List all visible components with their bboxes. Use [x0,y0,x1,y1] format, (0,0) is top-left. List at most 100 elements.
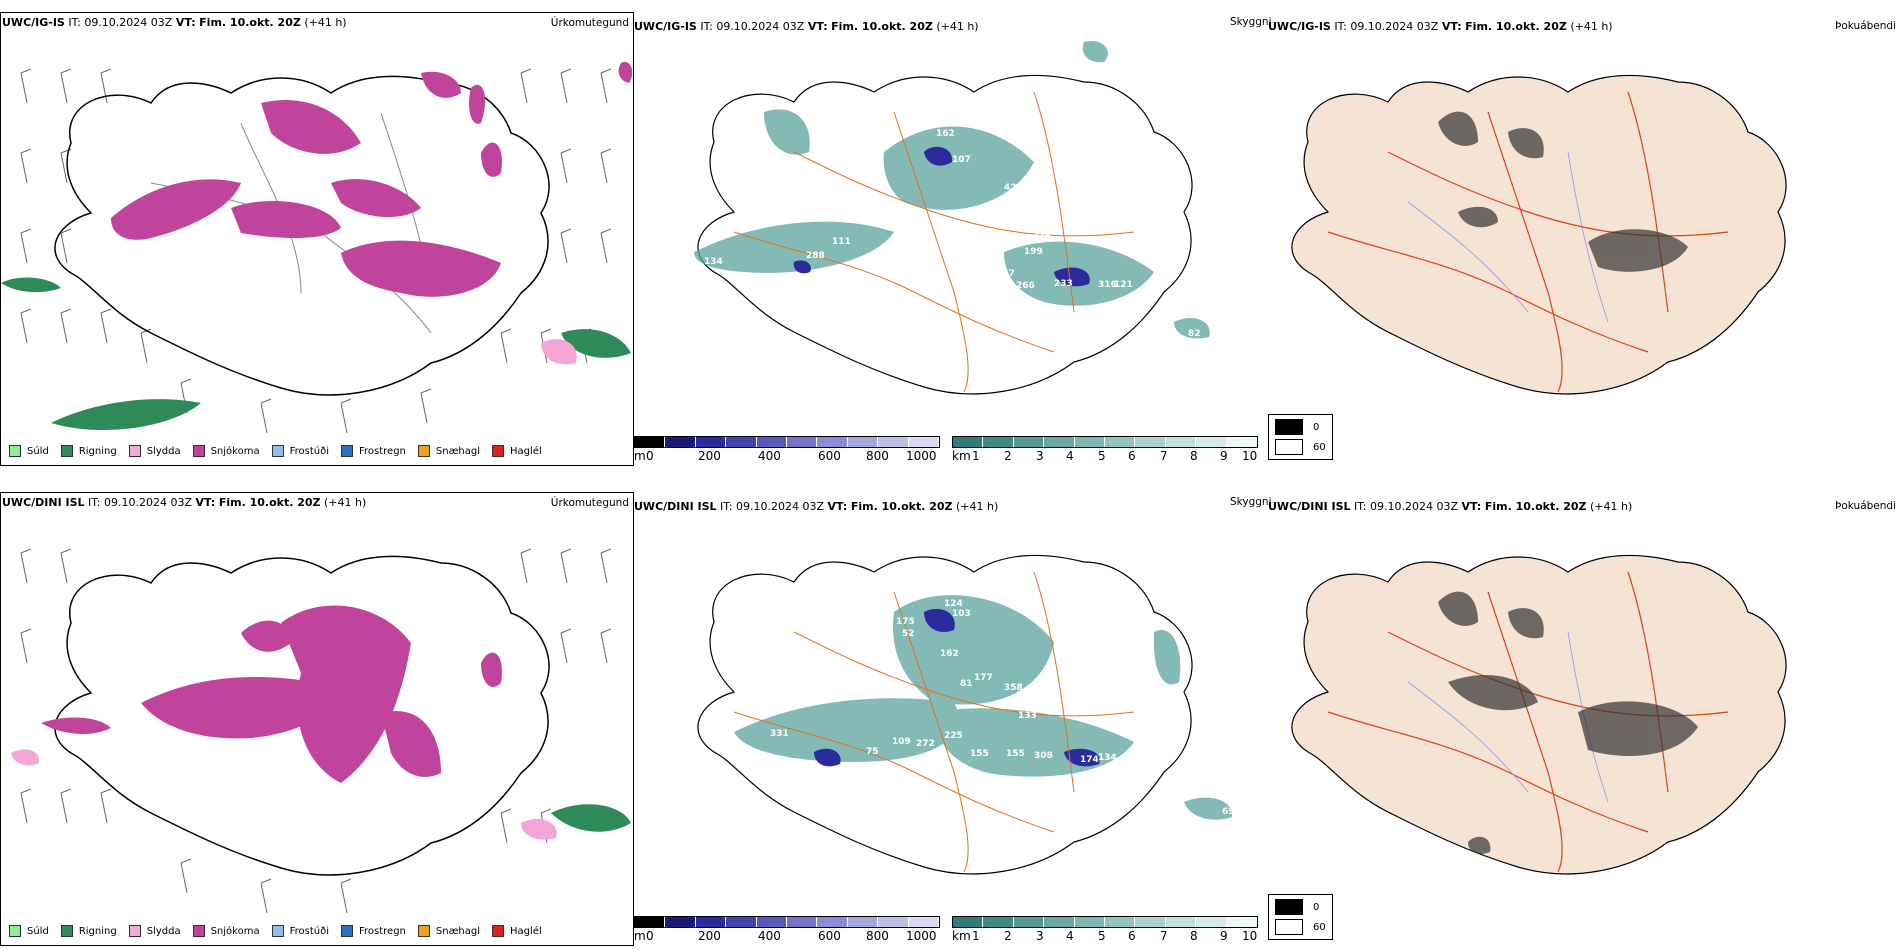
vis-label: 325 [992,203,1011,213]
fog-map-top [1291,74,1787,395]
vis-label: 308 [1034,751,1053,761]
legend-item-haglel: Haglél [492,445,542,457]
vis-label: 403 [1084,595,1103,605]
precip-map-bottom [11,548,631,914]
fog-map-bottom [1291,554,1787,875]
vis-label: 199 [1024,247,1043,257]
vis-label: 125 [900,253,919,263]
vis-label: 358 [1004,683,1023,693]
vis-label: 195 [1050,221,1069,231]
vis-label: 75 [866,747,879,757]
vis-label: 162 [936,129,955,139]
precip-type-label: Úrkomutegund [550,17,629,29]
vis-label: 281 [1122,627,1141,637]
fog-type-label: Þokuábendi [1835,20,1896,32]
precip-panel-bottom: UWC/DINI ISL IT: 09.10.2024 03Z VT: Fim.… [0,492,634,946]
swatch [492,445,505,457]
vis-label: 266 [1016,281,1035,291]
vis-label: 124 [944,599,963,609]
vis-label: 134 [704,257,723,267]
vis-label: 943 [1048,615,1067,625]
vis-label: 134 [1098,753,1117,763]
visibility-panel-bottom: UWC/DINI ISL IT: 09.10.2024 03Z VT: Fim.… [634,492,1272,944]
legend-item-snaehagl: Snæhagl [417,445,480,457]
visibility-type-label: Skyggni [1230,496,1272,508]
vis-label: 155 [970,749,989,759]
fog-key-bottom: 0 60 [1268,894,1333,940]
swatch [271,445,284,457]
vis-label: 331 [770,729,789,739]
precip-panel-top: UWC/IG-IS IT: 09.10.2024 03Z VT: Fim. 10… [0,12,634,466]
visibility-colorbar [952,436,1258,448]
precip-map-top [1,62,633,434]
panel-title-top-vis: UWC/IG-IS IT: 09.10.2024 03Z VT: Fim. 10… [634,20,979,33]
vis-label: 532 [1032,229,1051,239]
visibility-scale-top: km 1 2 3 4 5 6 7 8 9 10 [952,436,1258,463]
panel-title-bottom-precip: UWC/DINI ISL IT: 09.10.2024 03Z VT: Fim.… [2,496,367,509]
vis-label: 175 [896,617,915,627]
visibility-map-bottom: 331 75 109 272 225 155 155 308 174 134 1… [697,554,1241,875]
vis-label: 288 [806,251,825,261]
vis-label: 272 [916,739,935,749]
vis-label: 698 [1222,807,1241,817]
visibility-type-label: Skyggni [1230,16,1272,28]
vis-label: 27 [778,663,791,673]
vis-label: 81 [960,679,973,689]
height-scale-top: m 0 200 400 600 800 1000 [634,436,940,463]
legend-item-sudl: Súld [9,445,49,457]
visibility-panel-top: UWC/IG-IS IT: 09.10.2024 03Z VT: Fim. 10… [634,12,1272,464]
fog-swatch-0 [1275,419,1303,435]
precip-legend-top: Súld Rigning Slydda Snjókoma Frostúði Fr… [9,445,554,457]
scale-unit: km [952,449,971,463]
fog-panel-bottom: UWC/DINI ISL IT: 09.10.2024 03Z VT: Fim.… [1268,492,1900,944]
fog-key-top: 0 60 [1268,414,1333,460]
panel-title-bottom-vis: UWC/DINI ISL IT: 09.10.2024 03Z VT: Fim.… [634,500,999,513]
height-colorbar [634,436,940,448]
vis-label: 233 [1054,279,1073,289]
vis-label: 121 [1114,280,1133,290]
fog-swatch-60 [1275,439,1303,455]
vis-label: 174 [1080,755,1099,765]
vis-label: 171 [780,201,799,211]
swatch [341,445,353,457]
height-scale-bottom: m 0 200 400 600 800 1000 [634,916,940,943]
vis-label: 107 [952,155,971,165]
swatch [128,445,141,457]
legend-item-snjokoma: Snjókoma [192,445,260,457]
swatch [60,445,73,457]
vis-label: 316 [1098,280,1117,290]
vis-label: 133 [1018,711,1037,721]
legend-item-rigning: Rigning [60,445,117,457]
vis-label: 91 [970,207,983,217]
panel-title-top-fog: UWC/IG-IS IT: 09.10.2024 03Z VT: Fim. 10… [1268,20,1613,33]
visibility-scale-bottom: km 1 2 3 4 5 6 7 8 9 10 [952,916,1258,943]
vis-label: 40 [800,187,813,197]
panel-title-bottom-fog: UWC/DINI ISL IT: 09.10.2024 03Z VT: Fim.… [1268,500,1633,513]
vis-label: 225 [944,731,963,741]
panel-title-top-precip: UWC/IG-IS IT: 09.10.2024 03Z VT: Fim. 10… [2,16,347,29]
swatch [9,445,21,457]
vis-label: 147 [996,269,1015,279]
vis-label: 82 [1188,329,1201,339]
vis-label: 78 [1052,137,1065,147]
fog-type-label: Þokuábendi [1835,500,1896,512]
swatch [417,445,430,457]
precip-legend-bottom: Súld Rigning Slydda Snjókoma Frostúði Fr… [9,925,554,937]
legend-item-slydda: Slydda [128,445,181,457]
precip-type-label: Úrkomutegund [550,497,629,509]
vis-label: 130 [1244,327,1263,337]
vis-label: 177 [974,673,993,683]
vis-label: 111 [832,237,851,247]
vis-label: 155 [1006,749,1025,759]
vis-label: 425 [1004,183,1023,193]
vis-label: 200 [1090,133,1109,143]
vis-label: 52 [902,629,915,639]
scale-unit: m [634,449,646,463]
legend-item-frostudi: Frostúði [271,445,329,457]
vis-label: 103 [952,609,971,619]
legend-item-frostregn: Frostregn [341,445,406,457]
fog-panel-top: UWC/IG-IS IT: 09.10.2024 03Z VT: Fim. 10… [1268,12,1900,464]
vis-label: 162 [940,649,959,659]
swatch [192,445,205,457]
visibility-map-top: 134 288 111 125 147 266 233 316 121 446 … [694,41,1263,395]
